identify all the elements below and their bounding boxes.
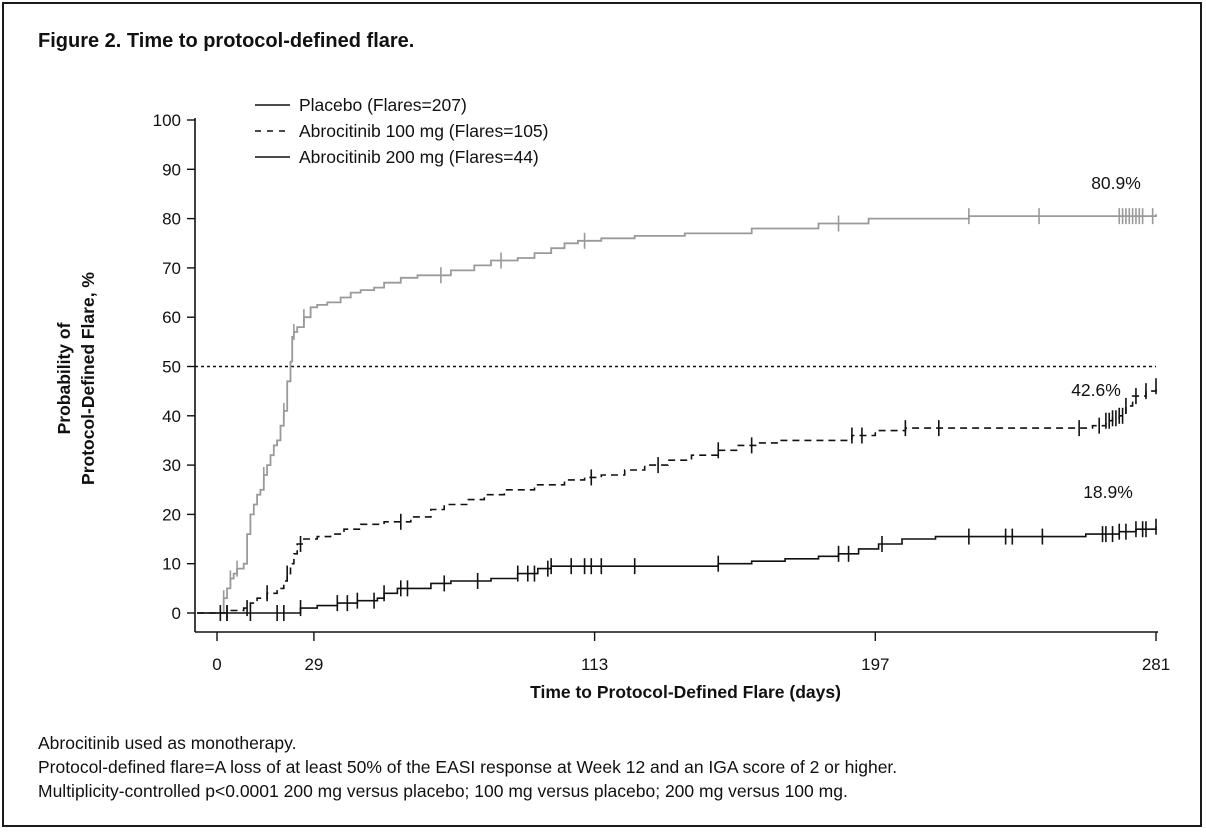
x-tick-label: 0 (212, 655, 221, 674)
end-label-placebo: 80.9% (1091, 173, 1141, 193)
legend-label: Abrocitinib 100 mg (Flares=105) (299, 121, 549, 141)
end-label-abrocitinib-200-mg: 18.9% (1083, 482, 1133, 502)
chart-axes: 0 10 20 30 40 50 60 70 80 90 100 0 29 113 197 281 Time t… (54, 111, 1170, 702)
curves-group (197, 208, 1157, 621)
x-tick-label: 113 (581, 655, 608, 674)
y-tick-label: 70 (162, 259, 181, 278)
note-line-1: Abrocitinib used as monotherapy. (38, 733, 297, 753)
curve-abrocitinib-100-mg (197, 386, 1157, 614)
y-tick-label: 40 (162, 407, 181, 426)
x-tick-label: 281 (1142, 655, 1170, 674)
y-tick-label: 30 (162, 456, 181, 475)
end-labels: 80.9% 42.6% 18.9% (1071, 173, 1141, 502)
figure-title: Figure 2. Time to protocol-defined flare… (38, 30, 415, 52)
figure-notes: Abrocitinib used as monotherapy. Protoco… (38, 731, 897, 803)
x-axis-title: Time to Protocol-Defined Flare (days) (530, 682, 841, 702)
y-tick-label: 0 (172, 604, 181, 623)
y-tick-label: 90 (162, 160, 181, 179)
legend-label: Placebo (Flares=207) (299, 95, 467, 115)
x-tick-label: 29 (304, 655, 323, 674)
note-line-3: Multiplicity-controlled p<0.0001 200 mg … (38, 781, 848, 801)
y-tick-label: 60 (162, 308, 181, 327)
y-axis-title-line: Protocol-Defined Flare, % (78, 272, 98, 485)
x-tick-label: 197 (861, 655, 889, 674)
curve-placebo (197, 214, 1157, 614)
chart-legend: Placebo (Flares=207) Abrocitinib 100 mg (… (255, 95, 549, 167)
y-tick-label: 50 (162, 358, 181, 377)
y-axis-title: Probability of Protocol-Defined Flare, % (54, 272, 98, 485)
y-tick-label: 80 (162, 210, 181, 229)
y-tick-label: 20 (162, 505, 181, 524)
y-tick-label: 100 (153, 111, 181, 130)
legend-label: Abrocitinib 200 mg (Flares=44) (299, 147, 539, 167)
y-axis-title-line: Probability of (54, 322, 74, 434)
note-line-2: Protocol-defined flare=A loss of at leas… (38, 757, 898, 777)
end-label-abrocitinib-100-mg: 42.6% (1071, 380, 1121, 400)
y-tick-label: 10 (162, 555, 181, 574)
